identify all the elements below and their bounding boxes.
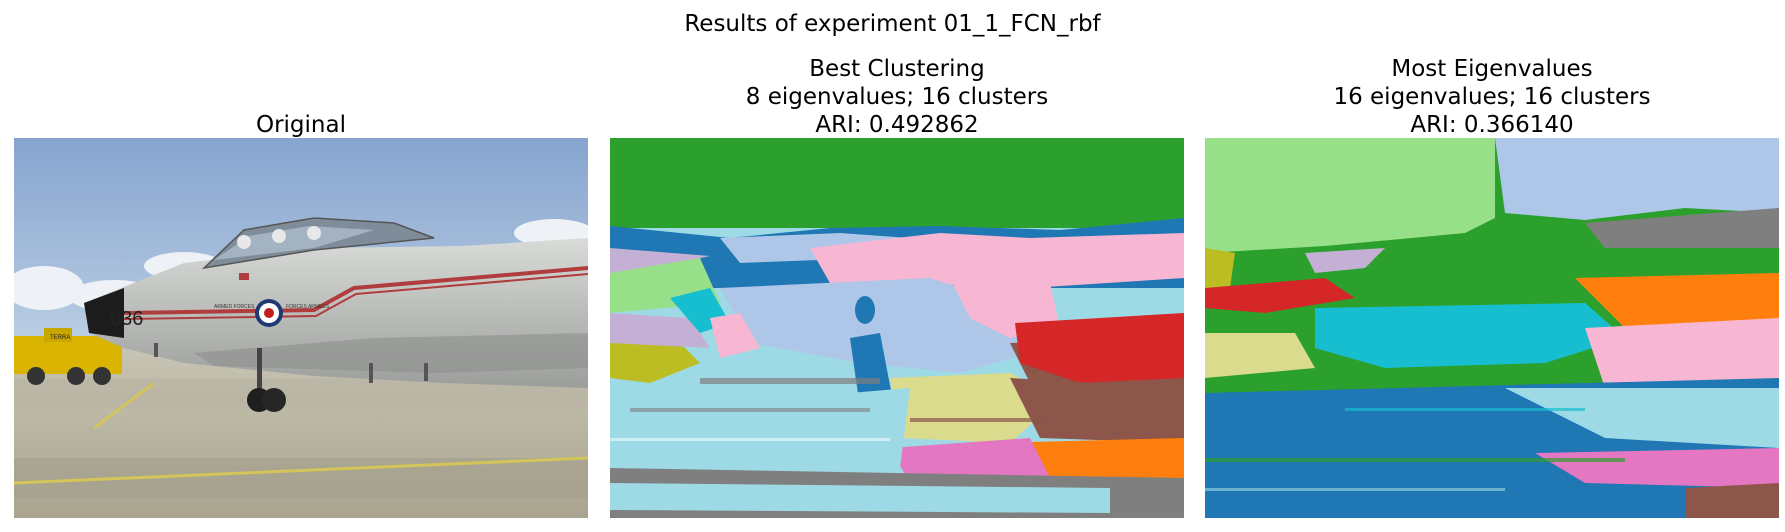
panel-title-line: Original bbox=[255, 112, 346, 138]
panel-title-original: Original bbox=[14, 111, 588, 139]
truck-text: TERRA bbox=[50, 335, 70, 341]
fuel-truck: TERRA bbox=[14, 328, 122, 385]
panel-title-line: Most Eigenvalues bbox=[1391, 56, 1593, 82]
panel-original: Original bbox=[14, 0, 588, 532]
panel-best-clustering: Best Clustering 8 eigenvalues; 16 cluste… bbox=[610, 0, 1184, 532]
most-eigenvalues-segmentation bbox=[1205, 138, 1779, 518]
panel-title-line: ARI: 0.492862 bbox=[815, 112, 979, 138]
best-clustering-segmentation bbox=[610, 138, 1184, 518]
roundel-right-text: FORCES ARMEES bbox=[286, 304, 330, 310]
roundel-left-text: ARMED FORCES bbox=[214, 304, 255, 310]
aircraft-number: 036 bbox=[110, 308, 143, 330]
panel-title-line: 16 eigenvalues; 16 clusters bbox=[1333, 84, 1651, 110]
panel-title-most: Most Eigenvalues 16 eigenvalues; 16 clus… bbox=[1205, 55, 1779, 139]
figure-suptitle: Results of experiment 01_1_FCN_rbf bbox=[684, 11, 1101, 37]
panel-title-line: Best Clustering bbox=[809, 56, 985, 82]
panel-title-line: 8 eigenvalues; 16 clusters bbox=[745, 84, 1049, 110]
original-photo: TERRA ARMED FORCES FORCES AR bbox=[14, 138, 588, 518]
panel-title-line: ARI: 0.366140 bbox=[1410, 112, 1574, 138]
panel-title-best: Best Clustering 8 eigenvalues; 16 cluste… bbox=[610, 55, 1184, 139]
aircraft: ARMED FORCES FORCES ARMEES 036 bbox=[84, 217, 588, 412]
panel-most-eigenvalues: Most Eigenvalues 16 eigenvalues; 16 clus… bbox=[1205, 0, 1779, 532]
